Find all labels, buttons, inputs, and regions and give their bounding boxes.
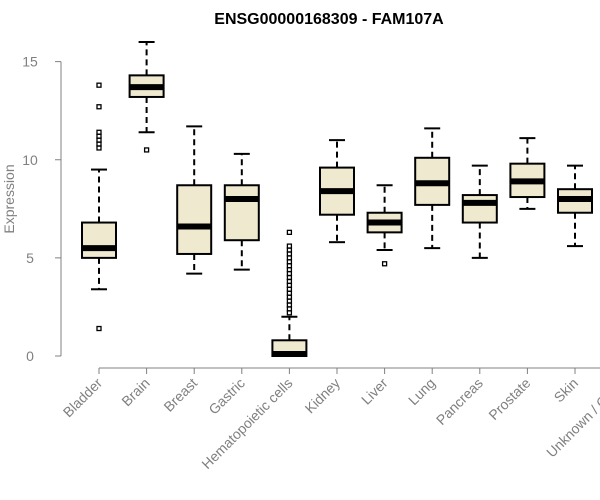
- outlier-point: [96, 145, 102, 151]
- box-iqr: [176, 184, 213, 255]
- box-group: [461, 164, 498, 259]
- outlier-point: [143, 147, 150, 153]
- x-tick-label: Breast: [160, 375, 200, 415]
- outlier-point: [96, 82, 102, 88]
- box-group: [414, 127, 451, 250]
- y-tick-label: 10: [22, 152, 38, 168]
- outlier-point: [286, 229, 293, 236]
- y-axis: 0 5 10 15: [22, 54, 62, 364]
- box-group: [366, 184, 403, 267]
- box-group: [319, 139, 355, 244]
- x-tick-label: Gastric: [205, 375, 248, 418]
- y-tick-label: 15: [22, 54, 38, 70]
- box-iqr: [223, 184, 260, 242]
- outlier-point: [96, 104, 102, 110]
- box-group: [509, 137, 546, 210]
- boxes-layer: [81, 41, 593, 358]
- box-group: [81, 82, 117, 332]
- x-tick-label: Kidney: [302, 375, 344, 417]
- y-axis-label: Expression: [1, 164, 17, 233]
- y-tick-label: 0: [26, 348, 34, 364]
- x-tick-label: Skin: [551, 375, 582, 406]
- box-group: [223, 152, 260, 271]
- box-group: [271, 229, 308, 358]
- outlier-point: [96, 325, 102, 332]
- box-iqr: [81, 221, 117, 259]
- x-tick-label: Lung: [405, 375, 438, 408]
- x-tick-label: Bladder: [60, 375, 106, 421]
- box-group: [128, 41, 165, 153]
- box-iqr: [461, 194, 498, 224]
- x-tick-label: Pancreas: [433, 375, 486, 428]
- x-tick-label: Liver: [358, 375, 391, 408]
- x-tick-label: Brain: [118, 375, 152, 409]
- box-group: [176, 125, 213, 275]
- outlier-point: [381, 261, 388, 267]
- chart-title: ENSG00000168309 - FAM107A: [214, 11, 444, 28]
- x-tick-label: Hematopoietic cells: [198, 375, 295, 472]
- box-group: [557, 164, 593, 248]
- y-tick-label: 5: [26, 250, 34, 266]
- x-tick-label: Prostate: [485, 375, 533, 423]
- outlier-point: [286, 310, 293, 316]
